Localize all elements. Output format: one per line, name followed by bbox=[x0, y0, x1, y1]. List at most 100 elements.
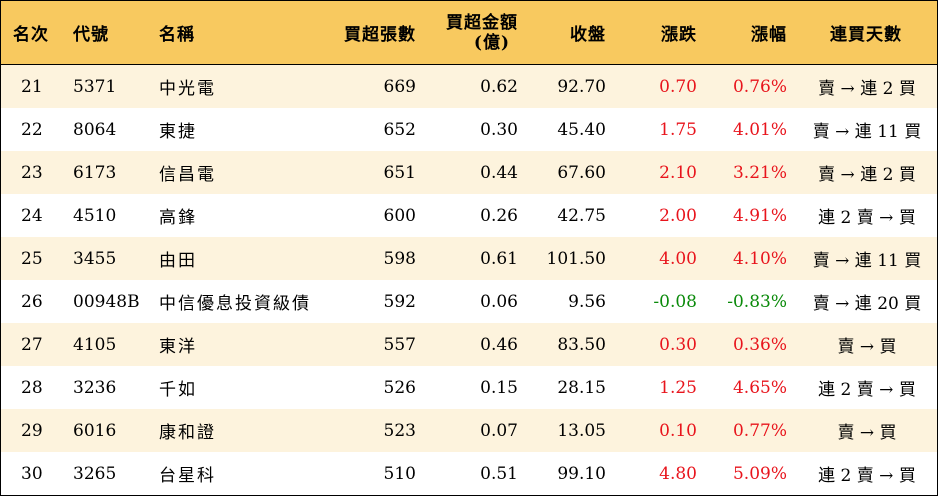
cell-net-buy-lots: 526 bbox=[383, 377, 416, 398]
cell-net-buy-amount: 0.62 bbox=[480, 76, 518, 97]
cell-net-buy-lots: 523 bbox=[383, 420, 416, 441]
cell-net-buy-amount: 0.30 bbox=[480, 119, 518, 140]
cell-streak: 賣 → 連 2 買 bbox=[818, 165, 916, 185]
cell-streak: 賣 → 連 20 買 bbox=[812, 294, 922, 314]
cell-rank: 21 bbox=[21, 76, 43, 97]
cell-change: 2.10 bbox=[659, 162, 697, 183]
cell-change-pct: 3.21% bbox=[732, 162, 787, 183]
cell-code: 4105 bbox=[73, 334, 117, 355]
cell-net-buy-amount: 0.15 bbox=[480, 377, 518, 398]
cell-name: 東捷 bbox=[159, 122, 197, 142]
header-rank[interactable]: 名次 bbox=[13, 25, 49, 45]
cell-net-buy-amount: 0.06 bbox=[480, 291, 518, 312]
table-row[interactable]: 23 6173 信昌電 651 0.44 67.60 2.10 3.21% 賣 → 連 2 買 bbox=[1, 151, 937, 194]
cell-change: 4.00 bbox=[659, 248, 697, 269]
cell-change-pct: 4.91% bbox=[732, 205, 787, 226]
cell-close: 101.50 bbox=[546, 248, 606, 269]
cell-close: 67.60 bbox=[557, 162, 606, 183]
header-code[interactable]: 代號 bbox=[73, 25, 109, 45]
cell-name: 康和證 bbox=[159, 423, 216, 443]
cell-net-buy-amount: 0.61 bbox=[480, 248, 518, 269]
cell-streak: 賣 → 買 bbox=[837, 423, 897, 443]
cell-change-pct: -0.83% bbox=[727, 291, 787, 312]
cell-code: 3265 bbox=[73, 463, 117, 484]
table-row[interactable]: 25 3455 由田 598 0.61 101.50 4.00 4.10% 賣 → 連 11 買 bbox=[1, 237, 937, 280]
cell-code: 3236 bbox=[73, 377, 117, 398]
cell-rank: 28 bbox=[21, 377, 43, 398]
cell-change: 1.75 bbox=[659, 119, 697, 140]
table-row[interactable]: 22 8064 東捷 652 0.30 45.40 1.75 4.01% 賣 → 連 11 買 bbox=[1, 108, 937, 151]
cell-name: 高鋒 bbox=[159, 208, 197, 228]
cell-change-pct: 5.09% bbox=[732, 463, 787, 484]
table-row[interactable]: 26 00948B 中信優息投資級債 592 0.06 9.56 -0.08 -0.83% 賣 … bbox=[1, 280, 937, 323]
cell-change: 0.30 bbox=[659, 334, 697, 355]
header-name[interactable]: 名稱 bbox=[159, 25, 195, 45]
cell-change-pct: 4.65% bbox=[732, 377, 787, 398]
cell-close: 9.56 bbox=[568, 291, 606, 312]
cell-close: 45.40 bbox=[557, 119, 606, 140]
cell-streak: 賣 → 連 2 買 bbox=[818, 79, 916, 99]
table-row[interactable]: 24 4510 高鋒 600 0.26 42.75 2.00 4.91% 連 2 賣 → 買 bbox=[1, 194, 937, 237]
table-row[interactable]: 27 4105 東洋 557 0.46 83.50 0.30 0.36% 賣 → 買 bbox=[1, 323, 937, 366]
cell-name: 中光電 bbox=[159, 79, 216, 99]
cell-net-buy-amount: 0.26 bbox=[480, 205, 518, 226]
header-net-buy-lots[interactable]: 買超張數 bbox=[344, 25, 416, 45]
cell-code: 6173 bbox=[73, 162, 117, 183]
cell-code: 3455 bbox=[73, 248, 117, 269]
cell-code: 6016 bbox=[73, 420, 117, 441]
cell-net-buy-lots: 600 bbox=[383, 205, 416, 226]
cell-net-buy-lots: 669 bbox=[383, 76, 416, 97]
cell-rank: 22 bbox=[21, 119, 43, 140]
cell-change: 1.25 bbox=[659, 377, 697, 398]
cell-close: 92.70 bbox=[557, 76, 606, 97]
cell-streak: 連 2 賣 → 買 bbox=[818, 380, 916, 400]
table-row[interactable]: 28 3236 千如 526 0.15 28.15 1.25 4.65% 連 2 賣 → 買 bbox=[1, 366, 937, 409]
cell-rank: 23 bbox=[21, 162, 43, 183]
cell-code: 5371 bbox=[73, 76, 117, 97]
cell-streak: 連 2 賣 → 買 bbox=[818, 466, 916, 486]
header-change-pct[interactable]: 漲幅 bbox=[751, 25, 787, 45]
cell-change-pct: 0.77% bbox=[732, 420, 787, 441]
cell-streak: 賣 → 連 11 買 bbox=[812, 122, 922, 142]
header-close[interactable]: 收盤 bbox=[570, 25, 606, 45]
table-row[interactable]: 29 6016 康和證 523 0.07 13.05 0.10 0.77% 賣 → 買 bbox=[1, 409, 937, 452]
cell-rank: 29 bbox=[21, 420, 43, 441]
cell-change-pct: 0.76% bbox=[732, 76, 787, 97]
cell-close: 83.50 bbox=[557, 334, 606, 355]
table-row[interactable]: 21 5371 中光電 669 0.62 92.70 0.70 0.76% 賣 → 連 2 買 bbox=[1, 65, 937, 108]
cell-change: 0.10 bbox=[659, 420, 697, 441]
cell-code: 00948B bbox=[73, 291, 140, 312]
cell-change-pct: 4.10% bbox=[732, 248, 787, 269]
cell-rank: 27 bbox=[21, 334, 43, 355]
cell-net-buy-amount: 0.46 bbox=[480, 334, 518, 355]
cell-name: 台星科 bbox=[159, 466, 216, 486]
cell-name: 中信優息投資級債 bbox=[159, 294, 311, 314]
cell-change: 0.70 bbox=[659, 76, 697, 97]
cell-net-buy-lots: 651 bbox=[383, 162, 416, 183]
cell-close: 13.05 bbox=[557, 420, 606, 441]
cell-net-buy-amount: 0.44 bbox=[480, 162, 518, 183]
cell-streak: 賣 → 買 bbox=[837, 337, 897, 357]
cell-close: 42.75 bbox=[557, 205, 606, 226]
cell-name: 東洋 bbox=[159, 337, 197, 357]
cell-net-buy-lots: 598 bbox=[383, 248, 416, 269]
header-change[interactable]: 漲跌 bbox=[661, 25, 697, 45]
cell-change: 2.00 bbox=[659, 205, 697, 226]
cell-streak: 連 2 賣 → 買 bbox=[818, 208, 916, 228]
cell-net-buy-lots: 652 bbox=[383, 119, 416, 140]
cell-change: -0.08 bbox=[653, 291, 697, 312]
cell-streak: 賣 → 連 11 買 bbox=[812, 251, 922, 271]
cell-change: 4.80 bbox=[659, 463, 697, 484]
header-net-buy-amount-line2: (億) bbox=[473, 32, 510, 53]
cell-code: 4510 bbox=[73, 205, 117, 226]
header-streak[interactable]: 連買天數 bbox=[830, 25, 902, 45]
cell-change-pct: 0.36% bbox=[732, 334, 787, 355]
table-header: 名次 代號 名稱 買超張數 買超金額 (億) 收盤 漲跌 漲幅 連買天數 bbox=[1, 1, 937, 65]
cell-rank: 30 bbox=[21, 463, 43, 484]
cell-net-buy-amount: 0.51 bbox=[480, 463, 518, 484]
cell-net-buy-lots: 510 bbox=[383, 463, 416, 484]
header-net-buy-amount[interactable]: 買超金額 (億) bbox=[421, 1, 518, 64]
table-row[interactable]: 30 3265 台星科 510 0.51 99.10 4.80 5.09% 連 2 賣 → 買 bbox=[1, 452, 937, 495]
cell-net-buy-amount: 0.07 bbox=[480, 420, 518, 441]
